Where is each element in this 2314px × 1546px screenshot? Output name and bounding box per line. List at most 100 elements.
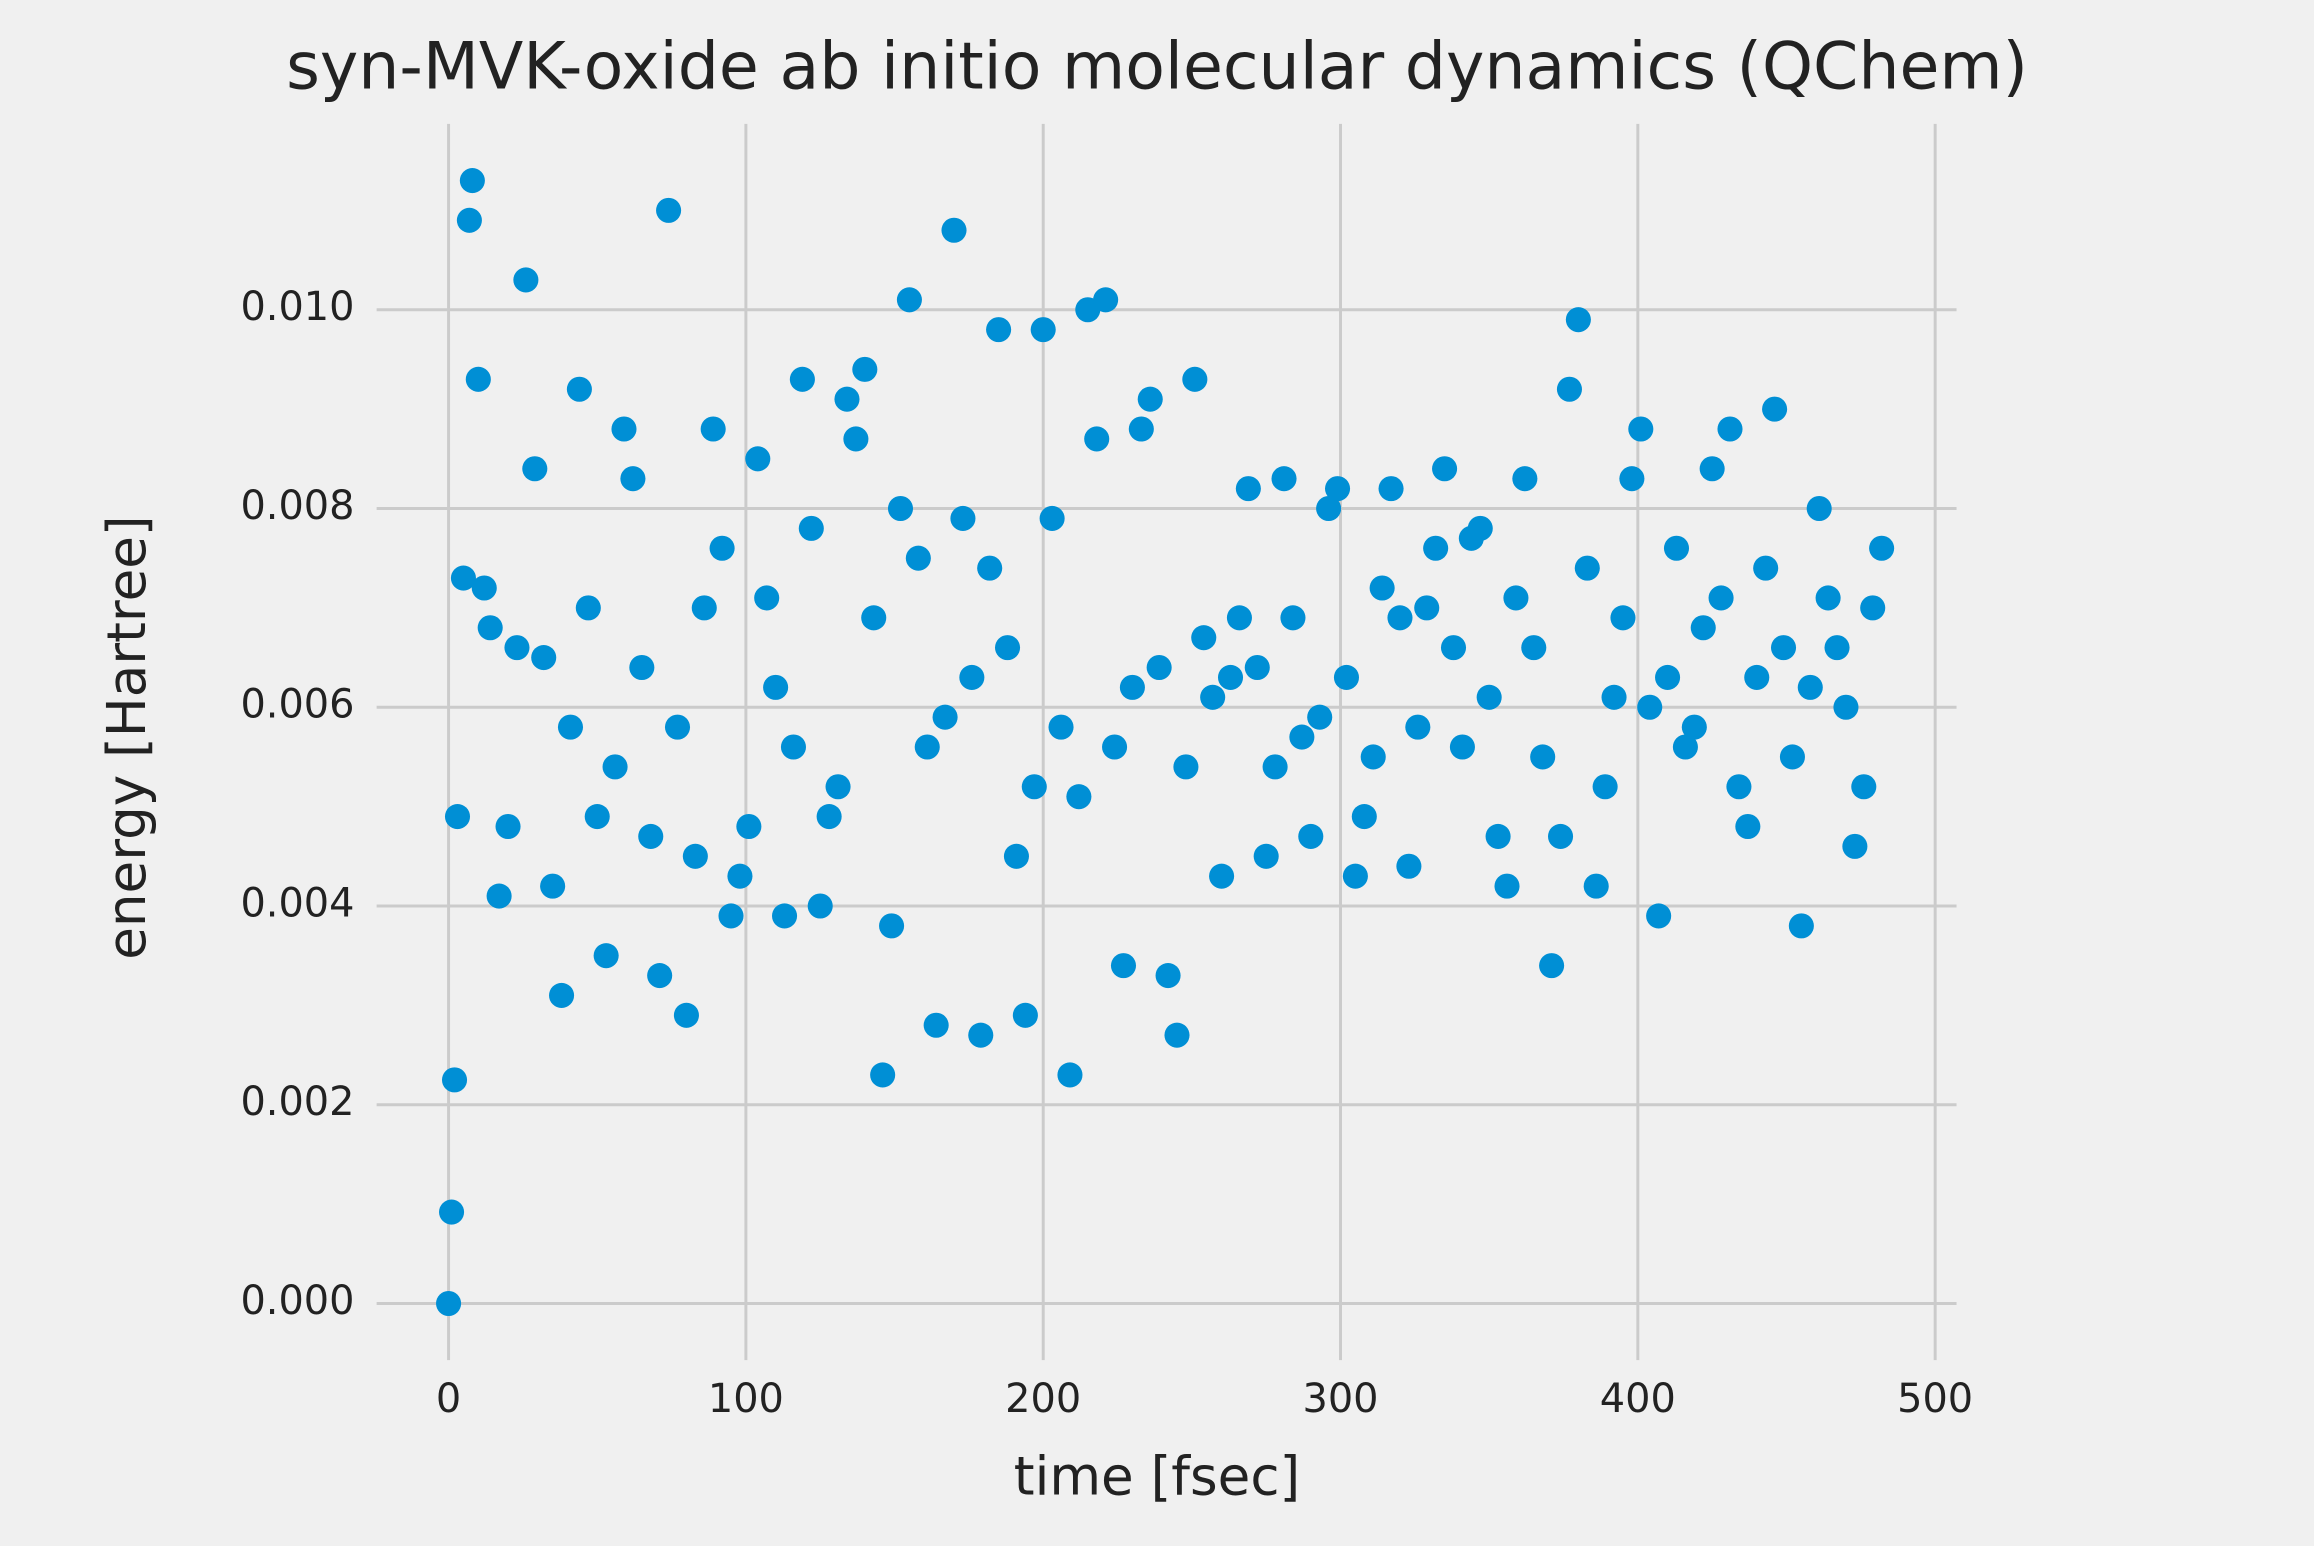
point bbox=[1432, 456, 1458, 482]
point bbox=[1155, 963, 1181, 989]
point bbox=[444, 804, 471, 830]
point bbox=[994, 635, 1021, 661]
point bbox=[1039, 505, 1065, 531]
point bbox=[593, 943, 619, 969]
x-tick-label: 200 bbox=[1005, 1376, 1081, 1422]
point bbox=[584, 804, 610, 830]
chart-title: syn-MVK-oxide ab initio molecular dynami… bbox=[286, 29, 2028, 104]
point bbox=[736, 813, 762, 840]
point bbox=[1182, 366, 1208, 392]
point bbox=[941, 217, 967, 243]
point bbox=[557, 714, 584, 740]
point bbox=[1556, 376, 1582, 402]
x-tick-label: 300 bbox=[1303, 1376, 1379, 1422]
point bbox=[772, 903, 798, 929]
point bbox=[1770, 635, 1797, 661]
point bbox=[816, 804, 842, 830]
point bbox=[1672, 734, 1698, 760]
point bbox=[673, 1002, 699, 1028]
point bbox=[691, 595, 717, 621]
point bbox=[1744, 664, 1770, 690]
point bbox=[923, 1012, 949, 1038]
point bbox=[1021, 774, 1047, 800]
point bbox=[896, 287, 922, 313]
point bbox=[1467, 515, 1493, 541]
point bbox=[1102, 734, 1128, 760]
point bbox=[504, 635, 530, 661]
point bbox=[1815, 585, 1841, 611]
y-tick-label: 0.008 bbox=[240, 483, 354, 529]
point bbox=[1601, 684, 1627, 710]
point bbox=[1583, 873, 1609, 899]
point bbox=[1128, 416, 1154, 442]
point bbox=[486, 883, 512, 909]
point bbox=[1012, 1002, 1038, 1028]
point bbox=[629, 654, 655, 681]
point bbox=[986, 317, 1012, 343]
point bbox=[1860, 595, 1886, 621]
point bbox=[1637, 694, 1663, 720]
point bbox=[1351, 804, 1377, 830]
point bbox=[1726, 774, 1752, 800]
point bbox=[843, 426, 869, 452]
y-tick-label: 0.006 bbox=[240, 682, 354, 728]
x-tick-label: 100 bbox=[708, 1376, 784, 1422]
point bbox=[1530, 744, 1556, 770]
point bbox=[1271, 466, 1297, 492]
point bbox=[754, 585, 780, 611]
point bbox=[1316, 495, 1342, 522]
point bbox=[1066, 784, 1092, 810]
point bbox=[1048, 714, 1074, 740]
point bbox=[439, 1199, 465, 1225]
point bbox=[1610, 605, 1636, 631]
point bbox=[1539, 953, 1565, 979]
point bbox=[1708, 585, 1734, 611]
point bbox=[852, 356, 878, 382]
point bbox=[709, 535, 735, 561]
point bbox=[1137, 386, 1163, 412]
point bbox=[1405, 714, 1431, 740]
point bbox=[1592, 774, 1618, 800]
point bbox=[870, 1062, 896, 1088]
point bbox=[959, 664, 985, 690]
point bbox=[1387, 605, 1413, 631]
point bbox=[1735, 813, 1761, 840]
point bbox=[807, 893, 833, 919]
point bbox=[1110, 953, 1137, 979]
x-axis-label: time [fsec] bbox=[1014, 1445, 1300, 1507]
point bbox=[1414, 595, 1440, 621]
point bbox=[1699, 456, 1725, 482]
point bbox=[471, 575, 497, 601]
point bbox=[1788, 913, 1814, 939]
point bbox=[1146, 654, 1172, 681]
point bbox=[1084, 426, 1110, 452]
point bbox=[1628, 416, 1654, 442]
point bbox=[1797, 674, 1823, 700]
point bbox=[1547, 823, 1574, 849]
point bbox=[513, 267, 539, 293]
point bbox=[780, 734, 806, 760]
y-tick-label: 0.000 bbox=[240, 1278, 354, 1324]
point bbox=[459, 168, 485, 194]
point bbox=[1003, 843, 1029, 869]
point bbox=[1762, 396, 1788, 422]
point bbox=[1565, 307, 1591, 333]
point bbox=[1253, 843, 1279, 869]
point bbox=[763, 674, 789, 700]
point bbox=[1806, 495, 1832, 522]
point bbox=[1717, 416, 1743, 442]
point bbox=[450, 565, 476, 591]
point bbox=[914, 734, 940, 760]
point bbox=[1191, 625, 1217, 651]
point bbox=[789, 366, 815, 392]
point bbox=[1307, 704, 1333, 730]
point bbox=[1333, 664, 1360, 690]
point bbox=[602, 754, 628, 780]
point bbox=[745, 446, 771, 472]
point bbox=[1753, 555, 1779, 581]
point bbox=[1298, 823, 1324, 849]
point bbox=[1057, 1062, 1083, 1088]
point bbox=[1262, 754, 1288, 780]
